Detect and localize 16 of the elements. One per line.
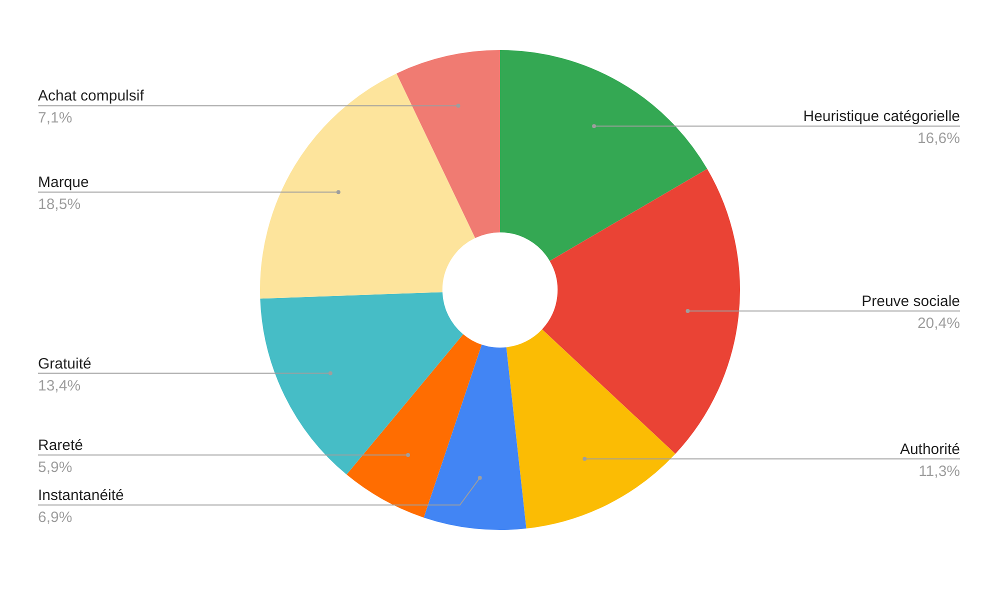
data-label: 13,4%	[38, 377, 81, 394]
slice-label: Rareté	[38, 437, 84, 454]
slice-label: Instantanéité	[38, 487, 124, 504]
slice-label: Heuristique catégorielle	[803, 108, 960, 126]
data-label: 16,6%	[917, 130, 960, 148]
data-label: 20,4%	[917, 315, 960, 332]
data-label: 6,9%	[38, 509, 72, 526]
data-label: 11,3%	[918, 462, 960, 480]
slice-label: Gratuité	[38, 355, 92, 372]
slice-label: Authorité	[900, 440, 960, 458]
data-label: 7,1%	[38, 110, 72, 127]
slice-label: Achat compulsif	[38, 88, 145, 105]
data-label: 5,9%	[38, 459, 72, 476]
data-label: 18,5%	[38, 196, 81, 214]
slice-label: Preuve sociale	[862, 293, 960, 310]
slice-label: Marque	[38, 174, 89, 192]
